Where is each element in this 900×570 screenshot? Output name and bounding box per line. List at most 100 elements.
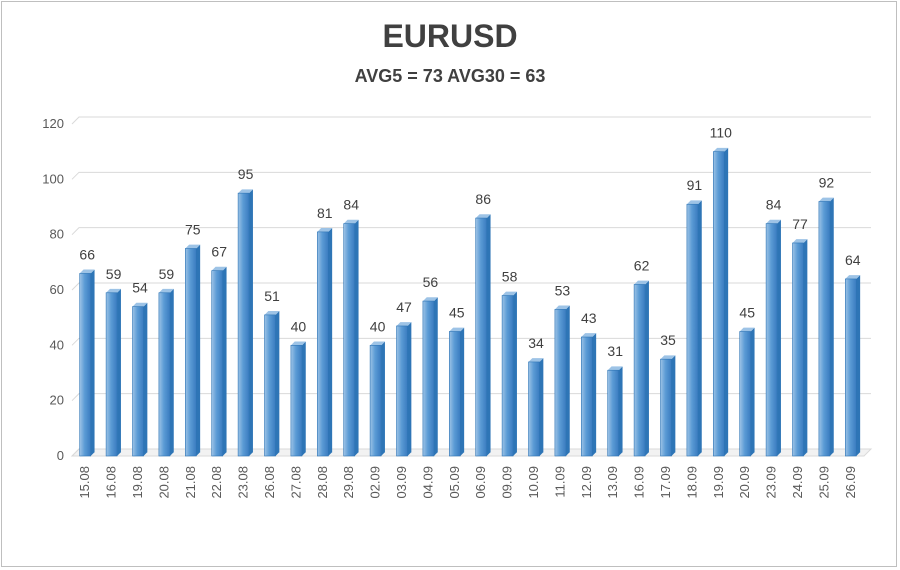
bar-top xyxy=(79,269,95,274)
bar-top xyxy=(211,266,227,271)
x-tick-label: 15.08 xyxy=(77,466,92,499)
x-tick-label: 13.09 xyxy=(605,466,620,499)
bar xyxy=(633,280,649,457)
bar-side xyxy=(433,297,438,456)
data-label: 75 xyxy=(185,222,201,238)
bar-front xyxy=(264,314,276,457)
x-axis-ticks: 15.08 16.08 19.08 20.08 21.08 22.08 23.08 26.08… xyxy=(77,466,858,499)
x-tick-label: 06.09 xyxy=(473,466,488,499)
x-tick-label: 26.08 xyxy=(262,466,277,499)
bar-top xyxy=(713,147,729,152)
bar-side xyxy=(539,358,544,456)
data-label: 64 xyxy=(845,252,861,268)
bar-side xyxy=(697,200,702,456)
x-tick-label: 09.09 xyxy=(500,466,515,499)
bar xyxy=(686,200,702,457)
bar-side xyxy=(645,280,649,456)
bar xyxy=(158,288,174,457)
bar-front xyxy=(633,284,646,457)
data-label: 84 xyxy=(766,197,782,213)
bar-front xyxy=(448,331,461,457)
bar-top xyxy=(396,322,412,326)
y-tick-label: 120 xyxy=(42,116,64,131)
bar-top xyxy=(660,355,676,360)
bar-front xyxy=(185,248,197,457)
bar-side xyxy=(222,266,227,456)
bar-side xyxy=(196,244,201,456)
data-label: 45 xyxy=(449,305,465,321)
data-label: 56 xyxy=(423,274,439,290)
data-label: 81 xyxy=(317,205,333,221)
bar-side xyxy=(117,288,121,456)
bar-top xyxy=(106,288,121,293)
data-label: 91 xyxy=(687,177,703,193)
x-tick-label: 24.09 xyxy=(790,466,805,499)
bar-side xyxy=(829,197,834,456)
data-label: 77 xyxy=(792,216,808,232)
bar-front xyxy=(686,203,699,457)
y-tick-label: 80 xyxy=(50,227,64,242)
bar-top xyxy=(792,239,808,243)
bar-top xyxy=(422,297,438,302)
bar-side xyxy=(618,366,623,456)
bar-front xyxy=(316,231,329,457)
bar-side xyxy=(777,219,781,456)
bar-front xyxy=(818,201,831,457)
bar-top xyxy=(607,366,623,371)
bar-front xyxy=(343,223,356,457)
bar xyxy=(316,228,333,457)
data-label: 47 xyxy=(396,299,412,315)
bar-front xyxy=(528,361,540,457)
x-tick-label: 19.09 xyxy=(711,466,726,499)
data-label: 45 xyxy=(739,305,755,321)
data-label: 34 xyxy=(528,335,544,351)
bars xyxy=(79,147,861,457)
bar-top xyxy=(818,197,834,202)
bar-top xyxy=(502,291,517,296)
chart-title: EURUSD xyxy=(382,18,518,54)
data-label: 53 xyxy=(555,282,571,298)
bar-front xyxy=(792,242,804,457)
bar xyxy=(739,327,755,457)
data-labels: 66 59 54 59 75 67 95 51 40 81 84 40 47 56 45 86 58 34 53 43… xyxy=(79,125,860,360)
bar-top xyxy=(845,275,861,279)
data-label: 95 xyxy=(238,166,254,182)
bar-top xyxy=(317,228,333,232)
data-label: 43 xyxy=(581,310,597,326)
bar-front xyxy=(396,325,408,457)
bar-side xyxy=(856,275,861,456)
bar-front xyxy=(765,223,778,457)
bar-front xyxy=(712,151,725,457)
gridline xyxy=(71,227,871,236)
x-tick-label: 17.09 xyxy=(658,466,673,499)
bar-front xyxy=(290,345,303,457)
bar-side xyxy=(592,333,597,456)
bar-side xyxy=(407,322,412,456)
gridline xyxy=(71,337,871,346)
x-tick-label: 05.09 xyxy=(447,466,462,499)
bar xyxy=(369,341,385,457)
bar-side xyxy=(486,214,491,456)
y-tick-label: 100 xyxy=(42,171,64,186)
bar xyxy=(211,266,227,457)
bar xyxy=(818,197,834,457)
bar-side xyxy=(354,219,359,456)
data-label: 62 xyxy=(634,257,650,273)
x-tick-label: 29.08 xyxy=(341,466,356,499)
data-label: 51 xyxy=(264,288,280,304)
data-label: 40 xyxy=(291,318,307,334)
bar-side xyxy=(724,147,729,457)
bar-front xyxy=(158,292,171,457)
bar-side xyxy=(169,288,174,456)
bar xyxy=(528,358,544,457)
bar xyxy=(185,244,201,457)
data-label: 31 xyxy=(607,343,623,359)
bar-top xyxy=(132,302,148,307)
gridline xyxy=(71,282,871,291)
bar-side xyxy=(301,341,306,456)
bar xyxy=(475,214,491,457)
bar-front xyxy=(369,345,382,457)
x-tick-label: 12.09 xyxy=(579,466,594,499)
bar-front xyxy=(422,300,435,457)
